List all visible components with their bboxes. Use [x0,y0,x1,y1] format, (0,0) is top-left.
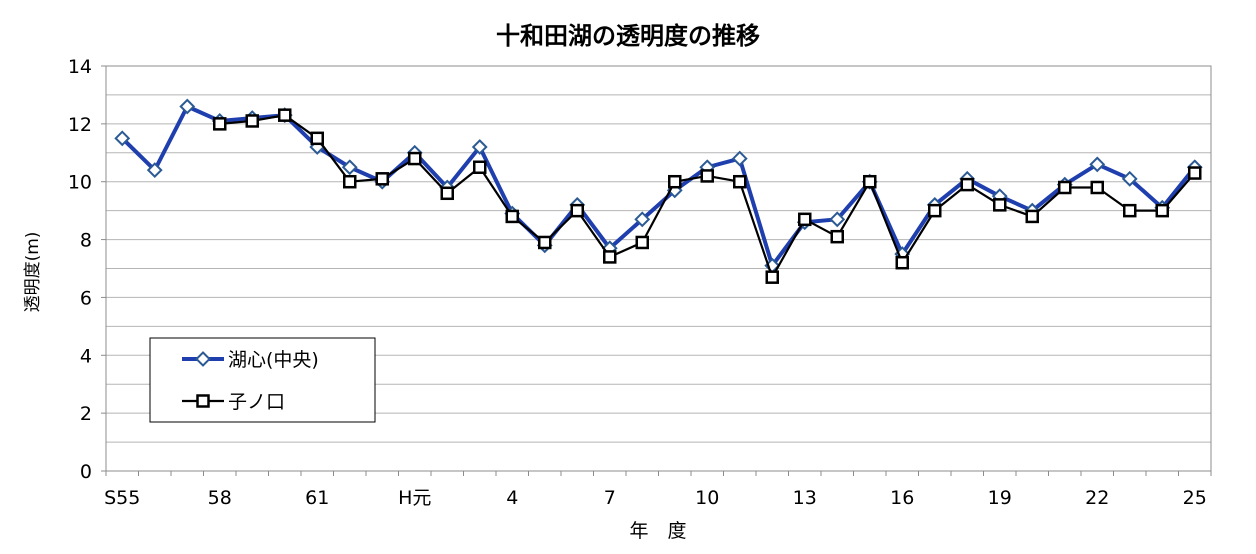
legend-label: 子ノ口 [228,391,285,413]
series-2 [213,108,1202,284]
x-tick-label: 61 [305,487,329,509]
data-point-diamond [829,211,846,228]
chart-title: 十和田湖の透明度の推移 [496,22,760,50]
y-tick-label: 6 [80,287,92,309]
data-point-square [895,255,909,270]
data-point-square [993,198,1007,212]
x-tick-label: 58 [208,487,232,509]
legend-box [149,337,376,423]
data-point-square [830,229,844,244]
data-point-diamond [471,139,488,155]
data-point-square [863,174,877,189]
legend: 湖心(中央) 子ノ口 [149,337,376,423]
y-axis-label: 透明度(m) [23,232,43,313]
data-point-square [733,174,747,189]
y-tick-label: 10 [68,172,92,194]
y-tick-label: 0 [80,461,92,483]
data-point-square [960,177,974,192]
data-point-diamond [1121,170,1138,187]
x-tick-label: 10 [695,487,719,509]
data-point-square [1025,209,1039,224]
data-point-diamond [341,159,358,176]
data-point-square [1188,166,1202,180]
x-tick-label: 22 [1085,487,1109,509]
data-point-square [375,172,389,186]
data-point-square [635,235,649,250]
y-tick-label: 2 [80,403,92,425]
x-tick-label: 25 [1183,487,1207,509]
data-point-square [213,117,227,131]
series-layer [114,98,1203,284]
y-tick-label: 12 [68,114,92,136]
data-point-square [798,212,812,227]
legend-marker-square [196,394,210,408]
data-point-square [700,169,714,183]
x-tick-label: 19 [988,487,1012,509]
data-point-square [570,203,584,218]
data-point-square [473,160,487,174]
data-point-square [538,235,552,250]
data-point-square [1155,203,1169,218]
data-point-square [765,270,779,284]
x-tick-label: 4 [506,487,518,509]
data-point-square [310,131,324,146]
data-point-diamond [179,98,196,115]
data-point-diamond [114,130,131,147]
data-point-square [668,174,682,189]
data-point-square [245,114,259,128]
data-point-diamond [634,211,651,228]
x-tick-label: 7 [604,487,616,509]
data-point-diamond [1089,156,1106,173]
x-tick-label: S55 [104,487,140,509]
data-point-diamond [146,162,163,179]
y-tick-label: 14 [68,56,92,78]
data-point-square [278,108,292,122]
data-point-square [505,209,519,224]
legend-marker-diamond [195,351,211,367]
x-tick-label: H元 [398,487,431,509]
x-tick-label: 13 [793,487,817,509]
data-point-square [343,174,357,189]
data-point-diamond [731,150,748,167]
x-axis-label: 年 度 [629,520,686,542]
data-point-square [928,203,942,218]
y-tick-label: 4 [80,345,92,367]
data-point-square [603,250,617,264]
x-tick-label: 16 [890,487,914,509]
data-point-square [408,151,422,166]
data-point-square [440,186,454,201]
series-line [120,104,1197,268]
legend-label: 湖心(中央) [228,349,319,371]
data-point-square [1058,180,1072,195]
data-point-square [1123,203,1137,218]
axis-layer: 0 2 4 6 8 10 12 14 S55 58 61 H元 4 7 10 13 16 19 22 25 [68,56,1212,509]
data-point-square [1090,180,1104,195]
y-tick-label: 8 [80,230,92,252]
